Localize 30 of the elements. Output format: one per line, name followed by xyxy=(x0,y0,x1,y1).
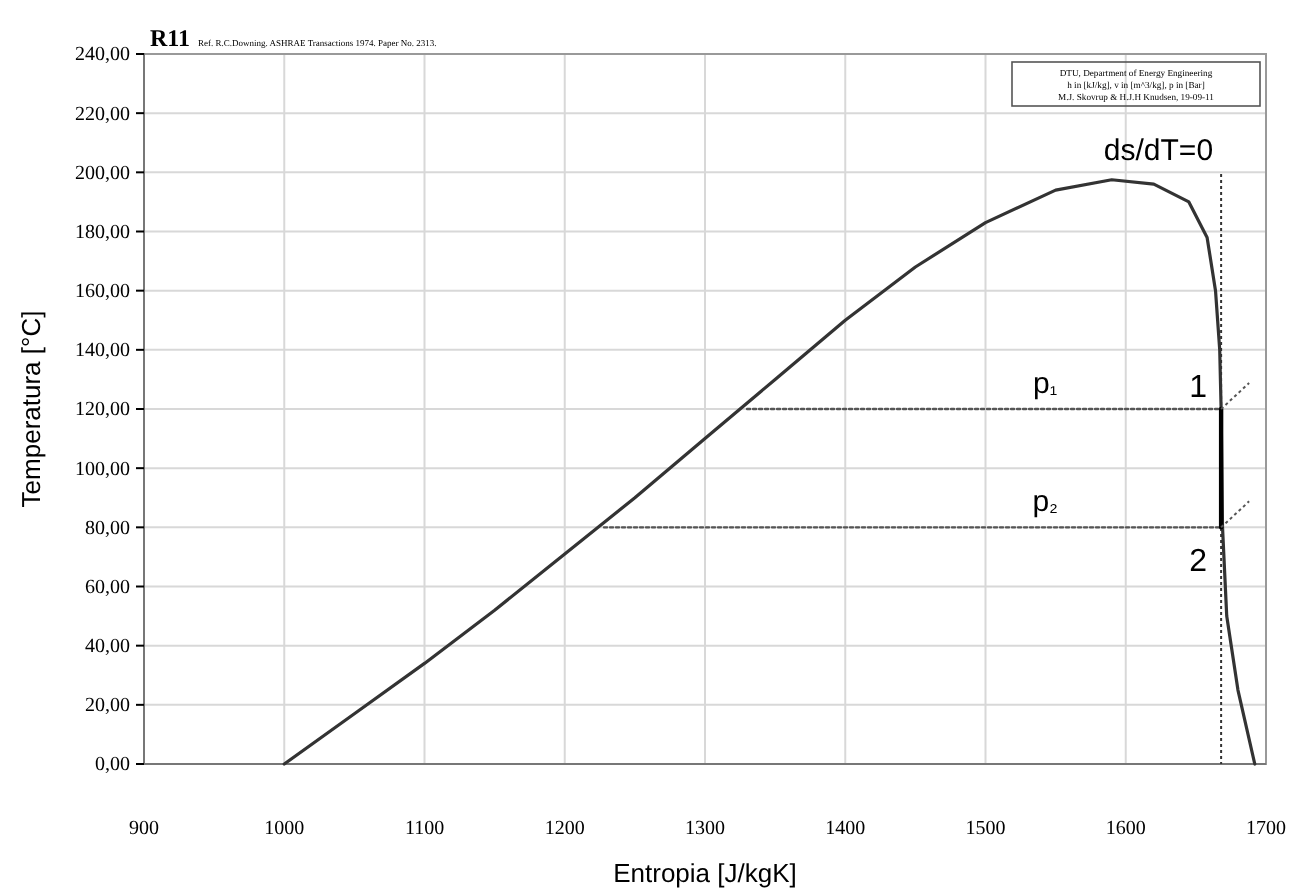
y-tick-label: 160,00 xyxy=(75,281,130,304)
y-tick-label: 40,00 xyxy=(85,636,130,659)
annotation: 1 xyxy=(1189,371,1208,405)
y-tick-label: 20,00 xyxy=(85,695,130,718)
y-tick-label: 140,00 xyxy=(75,340,130,363)
annotation: ds/dT=0 xyxy=(1103,134,1214,168)
x-tick-label: 1700 xyxy=(1246,818,1286,841)
x-tick-label: 1300 xyxy=(685,818,725,841)
x-tick-label: 1200 xyxy=(544,818,585,841)
x-tick-label: 1600 xyxy=(1105,818,1146,841)
y-axis-title: Temperatura [°C] xyxy=(16,310,46,508)
y-tick-label: 240,00 xyxy=(75,44,130,67)
series-label: p₂ xyxy=(1032,485,1058,520)
x-tick-label: 1400 xyxy=(825,818,866,841)
y-tick-label: 180,00 xyxy=(75,221,130,244)
y-tick-label: 100,00 xyxy=(75,458,130,481)
y-tick-label: 80,00 xyxy=(85,517,130,540)
x-tick-label: 1500 xyxy=(965,818,1006,841)
chart-title: R11 xyxy=(150,24,191,52)
x-tick-label: 900 xyxy=(129,818,159,841)
x-axis-title: Entropia [J/kgK] xyxy=(613,858,797,888)
y-tick-label: 60,00 xyxy=(85,576,130,599)
y-tick-label: 220,00 xyxy=(75,103,130,126)
x-tick-label: 1000 xyxy=(264,818,305,841)
y-tick-label: 0,00 xyxy=(95,754,130,777)
series-label: p₁ xyxy=(1033,367,1058,401)
annotation: 2 xyxy=(1189,545,1208,580)
y-tick-label: 200,00 xyxy=(75,162,130,185)
y-tick-label: 120,00 xyxy=(75,399,130,422)
x-tick-label: 1100 xyxy=(404,818,445,841)
